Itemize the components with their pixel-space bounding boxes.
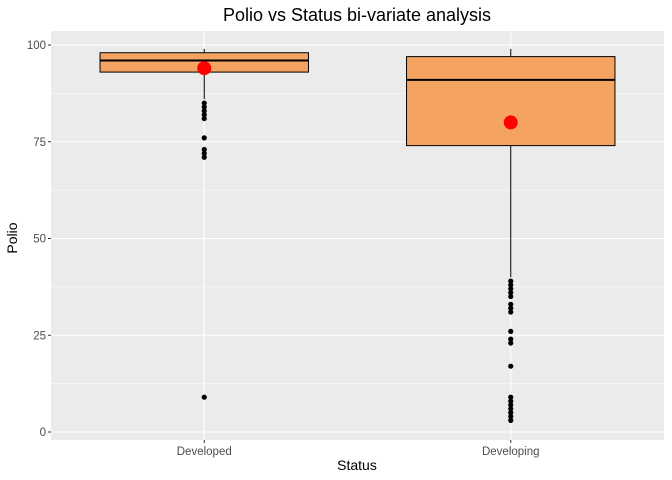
x-tick-label: Developing [482, 446, 540, 458]
outlier-point [201, 100, 207, 106]
y-tick-label: 0 [40, 427, 46, 439]
outlier-point [201, 112, 207, 118]
x-axis-ticks: Developed Developing [177, 440, 540, 458]
outlier-point [508, 309, 514, 315]
outlier-point [508, 286, 514, 292]
box-developed [99, 48, 309, 400]
outlier-point [201, 146, 207, 153]
y-tick-label: 75 [33, 137, 46, 149]
y-axis-label: Polio [4, 222, 20, 253]
outlier-point [201, 154, 207, 160]
y-tick-label: 100 [27, 40, 46, 52]
outlier-point [201, 135, 207, 141]
outlier-point [201, 108, 207, 114]
outlier-point [508, 301, 514, 307]
mean-point [503, 115, 518, 130]
chart-title: Polio vs Status bi-variate analysis [223, 5, 491, 25]
outlier-point [508, 328, 514, 334]
outlier-point [201, 150, 207, 156]
outlier-point [508, 406, 514, 412]
box-series [99, 48, 616, 423]
mean-point [197, 61, 212, 76]
outlier-point [508, 363, 514, 369]
box-developing [406, 48, 616, 423]
box-iqr [406, 56, 616, 147]
outlier-point [508, 402, 514, 408]
x-axis-label: Status [337, 457, 377, 473]
y-tick-label: 50 [33, 234, 46, 246]
y-tick-label: 25 [33, 330, 46, 342]
outlier-point [508, 278, 514, 284]
outlier-point [201, 115, 207, 122]
outlier-point [508, 293, 514, 300]
x-tick-label: Developed [177, 446, 232, 458]
outlier-point [508, 305, 514, 311]
outlier-point [508, 410, 514, 416]
outlier-point [508, 336, 514, 342]
outlier-point [508, 398, 514, 404]
outlier-point [508, 417, 514, 423]
outlier-point [201, 104, 207, 110]
outlier-point [508, 413, 514, 420]
outlier-point [508, 340, 514, 346]
outlier-point [508, 290, 514, 296]
outlier-point [508, 394, 514, 400]
y-axis-ticks: 0 25 50 75 100 [27, 40, 51, 439]
outlier-point [201, 394, 207, 400]
outlier-point [508, 282, 514, 288]
